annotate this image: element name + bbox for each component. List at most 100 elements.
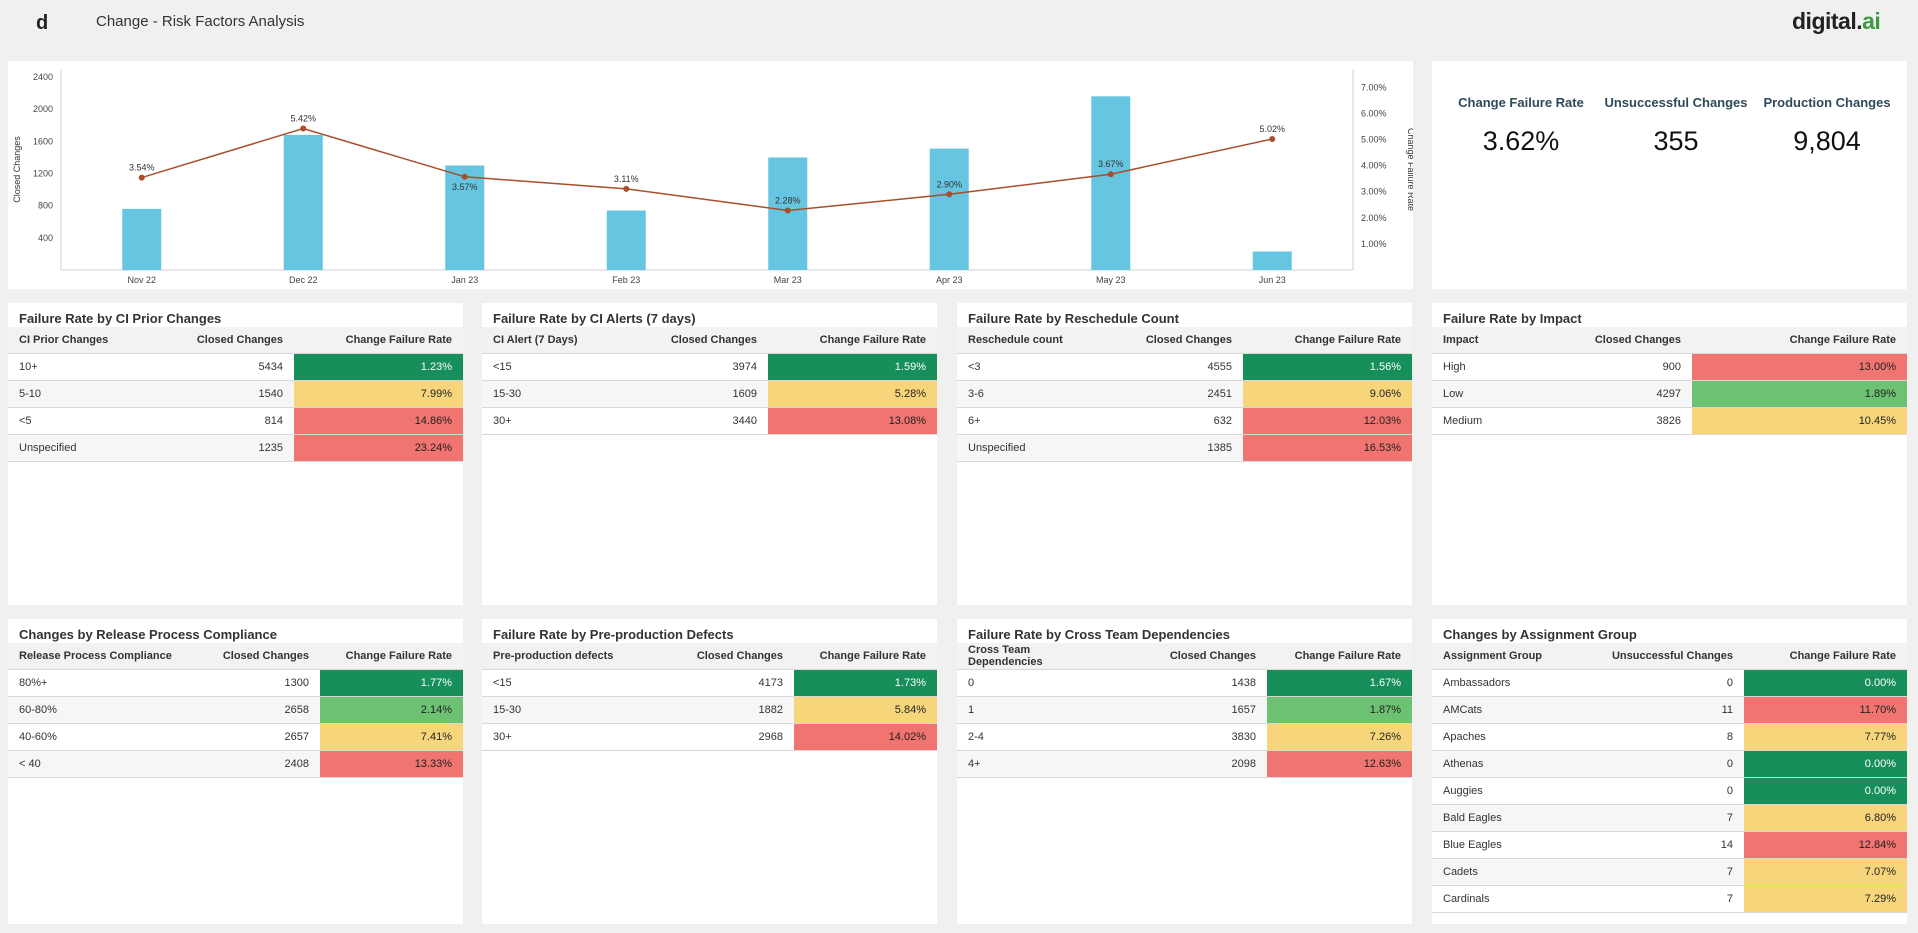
count-cell: 1300 (184, 669, 320, 697)
failure-rate-cell: 1.59% (768, 353, 937, 381)
count-cell: 8 (1572, 723, 1744, 751)
column-header[interactable]: Unsuccessful Changes (1572, 643, 1744, 670)
column-header[interactable]: Impact (1432, 327, 1562, 354)
column-header[interactable]: Change Failure Rate (1267, 643, 1412, 670)
y2-axis-title: Change Failure Rate (1406, 128, 1413, 211)
table-row[interactable]: <3 4555 1.56% (957, 353, 1412, 381)
column-header[interactable]: Reschedule count (957, 327, 1107, 354)
column-header[interactable]: CI Alert (7 Days) (482, 327, 632, 354)
count-cell: 1235 (158, 434, 294, 462)
table-row[interactable]: Cardinals 7 7.29% (1432, 885, 1907, 913)
column-header[interactable]: Closed Changes (1562, 327, 1692, 354)
failure-rate-cell: 13.00% (1692, 353, 1907, 381)
column-header[interactable]: Change Failure Rate (320, 643, 463, 670)
table-row[interactable]: < 40 2408 13.33% (8, 750, 463, 778)
table-row[interactable]: 6+ 632 12.03% (957, 407, 1412, 435)
category-cell: 4+ (957, 750, 1117, 778)
x-tick-label: Mar 23 (774, 275, 802, 285)
column-header[interactable]: Closed Changes (1117, 643, 1267, 670)
closed-changes-chart[interactable]: 400 800 1200 1600 2000 2400 1.00% 2.00% 3.00% 4.0… (8, 61, 1416, 289)
column-header[interactable]: Release Process Compliance (8, 643, 184, 670)
table-row[interactable]: Low 4297 1.89% (1432, 380, 1907, 408)
column-header[interactable]: Change Failure Rate (768, 327, 937, 354)
table-row[interactable]: 60-80% 2658 2.14% (8, 696, 463, 724)
table-row[interactable]: <15 4173 1.73% (482, 669, 937, 697)
table-row[interactable]: 15-30 1609 5.28% (482, 380, 937, 408)
column-header[interactable]: Closed Changes (184, 643, 320, 670)
column-header[interactable]: Cross Team Dependencies (957, 643, 1117, 670)
data-label: 5.42% (290, 114, 316, 124)
table-row[interactable]: Cadets 7 7.07% (1432, 858, 1907, 886)
failure-rate-cell: 7.26% (1267, 723, 1412, 751)
y2-tick-label: 6.00% (1361, 108, 1387, 118)
column-header[interactable]: Closed Changes (158, 327, 294, 354)
column-header[interactable]: CI Prior Changes (8, 327, 158, 354)
table-row[interactable]: 80%+ 1300 1.77% (8, 669, 463, 697)
digital-ai-logo-icon[interactable]: d (36, 12, 49, 34)
table-panel-preproduction-defects: Failure Rate by Pre-production Defects Pr… (482, 619, 937, 924)
y-tick-label: 800 (38, 201, 53, 211)
count-cell: 11 (1572, 696, 1744, 724)
table-row[interactable]: 0 1438 1.67% (957, 669, 1412, 697)
x-tick-label: Jan 23 (451, 275, 478, 285)
column-header[interactable]: Change Failure Rate (294, 327, 463, 354)
column-header[interactable]: Closed Changes (1107, 327, 1243, 354)
table-row[interactable]: 1 1657 1.87% (957, 696, 1412, 724)
table-row[interactable]: Unspecified 1235 23.24% (8, 434, 463, 462)
table-row[interactable]: Medium 3826 10.45% (1432, 407, 1907, 435)
column-header[interactable]: Change Failure Rate (1744, 643, 1907, 670)
table-row[interactable]: Bald Eagles 7 6.80% (1432, 804, 1907, 832)
category-cell: Cardinals (1432, 885, 1572, 913)
count-cell: 3974 (632, 353, 768, 381)
table-row[interactable]: Apaches 8 7.77% (1432, 723, 1907, 751)
table-row[interactable]: Blue Eagles 14 12.84% (1432, 831, 1907, 859)
column-header[interactable]: Closed Changes (632, 327, 768, 354)
failure-rate-cell: 11.70% (1744, 696, 1907, 724)
failure-rate-cell: 1.67% (1267, 669, 1412, 697)
category-cell: 3-6 (957, 380, 1107, 408)
count-cell: 2408 (184, 750, 320, 778)
count-cell: 4555 (1107, 353, 1243, 381)
column-header[interactable]: Change Failure Rate (794, 643, 937, 670)
table-panel-impact: Failure Rate by Impact Impact Closed Chang… (1432, 303, 1907, 605)
column-header[interactable]: Change Failure Rate (1243, 327, 1412, 354)
failure-rate-point (461, 173, 468, 180)
table-row[interactable]: 2-4 3830 7.26% (957, 723, 1412, 751)
table-row[interactable]: 10+ 5434 1.23% (8, 353, 463, 381)
category-cell: Blue Eagles (1432, 831, 1572, 859)
failure-rate-cell: 7.07% (1744, 858, 1907, 886)
closed-changes-chart-panel: 400 800 1200 1600 2000 2400 1.00% 2.00% 3.00% 4.0… (8, 61, 1416, 289)
table-row[interactable]: 15-30 1882 5.84% (482, 696, 937, 724)
failure-rate-cell: 13.33% (320, 750, 463, 778)
table-row[interactable]: Athenas 0 0.00% (1432, 750, 1907, 778)
table-row[interactable]: High 900 13.00% (1432, 353, 1907, 381)
table-row[interactable]: 3-6 2451 9.06% (957, 380, 1412, 408)
failure-rate-point (138, 174, 145, 181)
table-row[interactable]: <15 3974 1.59% (482, 353, 937, 381)
column-header[interactable]: Assignment Group (1432, 643, 1572, 670)
column-header[interactable]: Change Failure Rate (1692, 327, 1907, 354)
table-row[interactable]: <5 814 14.86% (8, 407, 463, 435)
count-cell: 1882 (632, 696, 794, 724)
table-row[interactable]: AMCats 11 11.70% (1432, 696, 1907, 724)
count-cell: 0 (1572, 750, 1744, 778)
failure-rate-point (1107, 171, 1114, 178)
table-row[interactable]: Auggies 0 0.00% (1432, 777, 1907, 805)
y2-tick-label: 7.00% (1361, 82, 1387, 92)
column-header[interactable]: Pre-production defects (482, 643, 632, 670)
table-row[interactable]: 30+ 3440 13.08% (482, 407, 937, 435)
failure-rate-cell: 13.08% (768, 407, 937, 435)
table-row[interactable]: 30+ 2968 14.02% (482, 723, 937, 751)
table-row[interactable]: Unspecified 1385 16.53% (957, 434, 1412, 462)
column-header[interactable]: Closed Changes (632, 643, 794, 670)
y-tick-label: 1200 (33, 169, 53, 179)
table-row[interactable]: 40-60% 2657 7.41% (8, 723, 463, 751)
table-row[interactable]: 4+ 2098 12.63% (957, 750, 1412, 778)
brand-ai-text: ai (1862, 8, 1881, 34)
count-cell: 900 (1562, 353, 1692, 381)
table-row[interactable]: 5-10 1540 7.99% (8, 380, 463, 408)
table-panel-release-process-compliance: Changes by Release Process Compliance Rel… (8, 619, 463, 924)
category-cell: < 40 (8, 750, 184, 778)
table-row[interactable]: Ambassadors 0 0.00% (1432, 669, 1907, 697)
failure-rate-cell: 16.53% (1243, 434, 1412, 462)
